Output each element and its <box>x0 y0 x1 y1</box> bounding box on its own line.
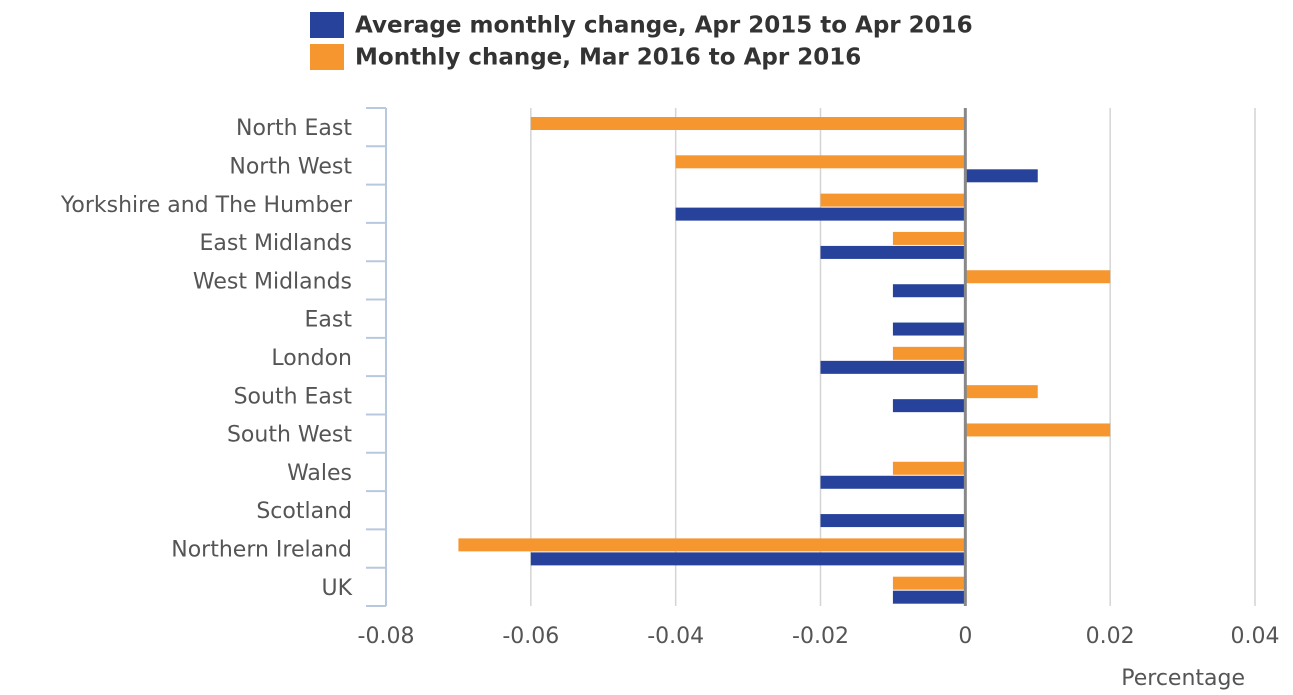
bar <box>530 117 966 130</box>
y-tick-label: Wales <box>287 461 352 486</box>
bar <box>892 590 966 604</box>
bar <box>820 475 966 489</box>
legend-label: Monthly change, Mar 2016 to Apr 2016 <box>355 45 861 71</box>
bar <box>458 538 966 552</box>
bar <box>965 385 1038 399</box>
y-tick-label: London <box>271 346 352 371</box>
y-tick-label: Yorkshire and The Humber <box>60 193 353 218</box>
bar <box>820 245 966 259</box>
x-tick-label: -0.02 <box>792 624 849 649</box>
y-tick-label: North East <box>236 116 352 141</box>
y-tick-label: East <box>305 308 353 333</box>
legend-label: Average monthly change, Apr 2015 to Apr … <box>355 13 973 39</box>
bar <box>965 169 1038 183</box>
x-axis-label: Percentage <box>1121 666 1245 691</box>
y-tick-label: UK <box>321 576 352 601</box>
legend-swatch <box>310 44 344 70</box>
y-tick-label: South West <box>227 423 352 448</box>
y-tick-label: East Midlands <box>200 231 353 256</box>
bar <box>965 423 1111 437</box>
bar <box>675 155 966 169</box>
y-tick-label: Northern Ireland <box>171 538 352 563</box>
y-tick-label: North West <box>229 154 352 179</box>
y-tick-label: Scotland <box>256 499 352 524</box>
bar <box>892 284 966 298</box>
bar <box>892 576 966 590</box>
x-tick-label: 0.02 <box>1086 624 1135 649</box>
x-tick-label: -0.04 <box>647 624 704 649</box>
bar <box>892 346 966 360</box>
bar <box>965 270 1111 284</box>
bar <box>820 360 966 374</box>
x-tick-label: -0.06 <box>502 624 559 649</box>
bar <box>892 461 966 475</box>
bar <box>675 207 966 221</box>
x-tick-label: -0.08 <box>358 624 415 649</box>
x-tick-label: 0 <box>958 624 972 649</box>
bar <box>892 322 966 336</box>
bar <box>530 552 966 566</box>
bar <box>820 514 966 528</box>
y-tick-label: West Midlands <box>193 269 352 294</box>
bar <box>892 231 966 245</box>
legend-swatch <box>310 12 344 38</box>
y-tick-label: South East <box>234 384 353 409</box>
x-tick-label: 0.04 <box>1231 624 1280 649</box>
bar <box>820 193 966 207</box>
bar <box>892 399 966 413</box>
